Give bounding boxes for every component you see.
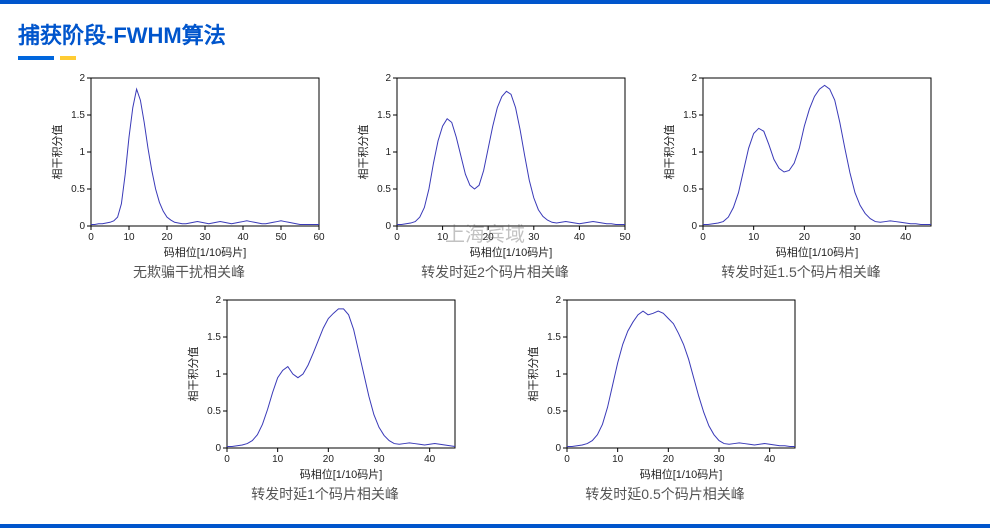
svg-text:1: 1 (79, 147, 85, 158)
svg-text:20: 20 (799, 232, 811, 243)
svg-text:50: 50 (275, 232, 287, 243)
chart-row-1: 00.511.520102030405060相干积分值码相位[1/10码片] 无… (0, 66, 990, 290)
svg-text:10: 10 (437, 232, 449, 243)
svg-text:1: 1 (691, 147, 697, 158)
chart-cell-5: 00.511.52010203040相干积分值码相位[1/10码片] 转发时延0… (525, 292, 805, 504)
svg-text:0.5: 0.5 (207, 406, 221, 417)
chart-cell-1: 00.511.520102030405060相干积分值码相位[1/10码片] 无… (40, 70, 338, 282)
svg-text:1.5: 1.5 (377, 110, 391, 121)
svg-text:0: 0 (555, 443, 561, 454)
title-underline (18, 56, 78, 60)
chart-cell-2: 00.511.5201020304050相干积分值码相位[1/10码片] 转发时… (346, 70, 644, 282)
svg-text:20: 20 (161, 232, 173, 243)
svg-text:40: 40 (900, 232, 912, 243)
svg-text:0.5: 0.5 (547, 406, 561, 417)
svg-text:0: 0 (385, 221, 391, 232)
underline-yellow (60, 56, 76, 60)
svg-text:0.5: 0.5 (683, 184, 697, 195)
svg-text:10: 10 (612, 454, 624, 465)
svg-text:1.5: 1.5 (547, 332, 561, 343)
svg-text:2: 2 (215, 295, 221, 306)
caption-4: 转发时延1个码片相关峰 (251, 484, 399, 504)
svg-text:0: 0 (564, 454, 570, 465)
svg-text:30: 30 (849, 232, 861, 243)
chart-no-spoof: 00.511.520102030405060相干积分值码相位[1/10码片] (49, 70, 329, 260)
svg-text:40: 40 (574, 232, 586, 243)
svg-text:20: 20 (483, 232, 495, 243)
caption-3: 转发时延1.5个码片相关峰 (721, 262, 880, 282)
title-area: 捕获阶段-FWHM算法 (0, 4, 990, 66)
svg-text:相干积分值: 相干积分值 (357, 125, 370, 180)
svg-text:0: 0 (88, 232, 94, 243)
caption-5: 转发时延0.5个码片相关峰 (585, 484, 744, 504)
chart-row-2: 00.511.52010203040相干积分值码相位[1/10码片] 转发时延1… (0, 290, 990, 504)
svg-text:0: 0 (215, 443, 221, 454)
svg-text:2: 2 (555, 295, 561, 306)
svg-text:40: 40 (424, 454, 436, 465)
svg-text:60: 60 (313, 232, 325, 243)
chart-delay-2chip: 00.511.5201020304050相干积分值码相位[1/10码片] (355, 70, 635, 260)
svg-text:相干积分值: 相干积分值 (51, 125, 64, 180)
svg-text:1.5: 1.5 (683, 110, 697, 121)
svg-text:1: 1 (555, 369, 561, 380)
svg-text:0: 0 (691, 221, 697, 232)
chart-delay-1p5chip: 00.511.52010203040相干积分值码相位[1/10码片] (661, 70, 941, 260)
svg-text:相干积分值: 相干积分值 (187, 347, 200, 402)
chart-cell-4: 00.511.52010203040相干积分值码相位[1/10码片] 转发时延1… (185, 292, 465, 504)
svg-text:0: 0 (79, 221, 85, 232)
svg-text:1.5: 1.5 (207, 332, 221, 343)
svg-text:2: 2 (385, 73, 391, 84)
chart-cell-3: 00.511.52010203040相干积分值码相位[1/10码片] 转发时延1… (652, 70, 950, 282)
underline-blue (18, 56, 54, 60)
svg-text:50: 50 (619, 232, 631, 243)
svg-text:30: 30 (373, 454, 385, 465)
svg-text:0.5: 0.5 (71, 184, 85, 195)
svg-text:30: 30 (528, 232, 540, 243)
caption-1: 无欺骗干扰相关峰 (133, 262, 245, 282)
chart-delay-1chip: 00.511.52010203040相干积分值码相位[1/10码片] (185, 292, 465, 482)
svg-text:码相位[1/10码片]: 码相位[1/10码片] (164, 245, 247, 259)
svg-text:20: 20 (663, 454, 675, 465)
svg-text:码相位[1/10码片]: 码相位[1/10码片] (300, 467, 383, 481)
svg-text:码相位[1/10码片]: 码相位[1/10码片] (776, 245, 859, 259)
svg-text:10: 10 (748, 232, 760, 243)
svg-text:相干积分值: 相干积分值 (663, 125, 676, 180)
chart-delay-0p5chip: 00.511.52010203040相干积分值码相位[1/10码片] (525, 292, 805, 482)
svg-text:码相位[1/10码片]: 码相位[1/10码片] (640, 467, 723, 481)
svg-text:0: 0 (394, 232, 400, 243)
svg-text:30: 30 (199, 232, 211, 243)
svg-text:40: 40 (764, 454, 776, 465)
svg-text:40: 40 (237, 232, 249, 243)
svg-text:2: 2 (691, 73, 697, 84)
bottom-accent-bar (0, 524, 990, 528)
svg-text:0.5: 0.5 (377, 184, 391, 195)
svg-text:1.5: 1.5 (71, 110, 85, 121)
svg-text:30: 30 (713, 454, 725, 465)
svg-text:码相位[1/10码片]: 码相位[1/10码片] (470, 245, 553, 259)
svg-text:1: 1 (385, 147, 391, 158)
page-title: 捕获阶段-FWHM算法 (18, 18, 972, 50)
svg-text:20: 20 (323, 454, 335, 465)
caption-2: 转发时延2个码片相关峰 (421, 262, 569, 282)
svg-text:0: 0 (224, 454, 230, 465)
svg-text:2: 2 (79, 73, 85, 84)
svg-text:10: 10 (272, 454, 284, 465)
svg-text:1: 1 (215, 369, 221, 380)
svg-text:10: 10 (123, 232, 135, 243)
svg-text:0: 0 (700, 232, 706, 243)
svg-text:相干积分值: 相干积分值 (527, 347, 540, 402)
